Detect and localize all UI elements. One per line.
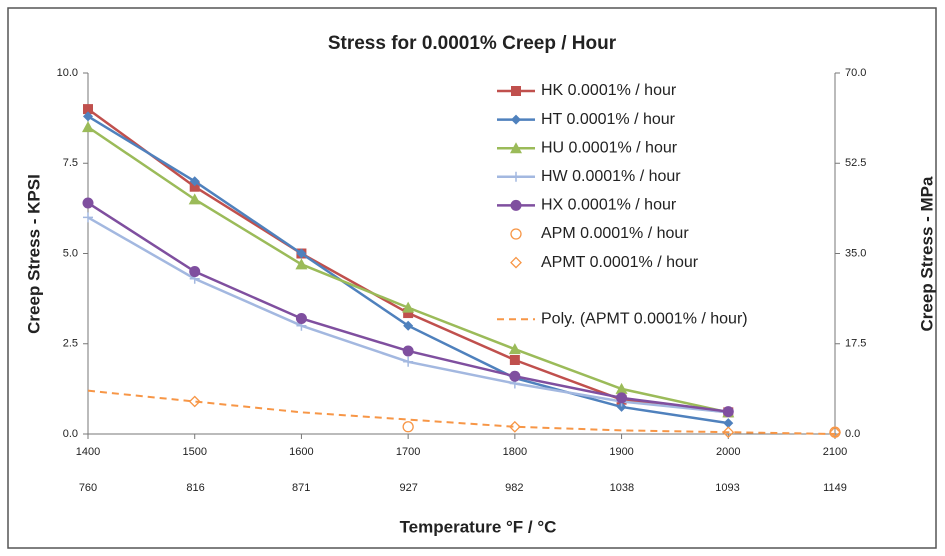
x-tick-label: 1800 [503, 446, 527, 458]
x-tick-label: 1500 [182, 446, 206, 458]
legend-label: HW 0.0001% / hour [541, 168, 681, 185]
marker [403, 320, 414, 331]
marker [83, 104, 93, 115]
x-tick-label: 1400 [76, 446, 100, 458]
x2-tick-label: 1149 [823, 482, 847, 494]
marker [189, 266, 201, 278]
y-tick-label: 7.5 [63, 157, 78, 169]
x-tick-label: 1600 [289, 446, 313, 458]
marker [403, 356, 414, 367]
marker [189, 181, 200, 192]
marker [82, 197, 94, 209]
legend-marker [510, 142, 522, 154]
marker [83, 212, 93, 223]
legend-marker [510, 199, 522, 211]
marker [296, 248, 307, 259]
y-tick-label: 0.0 [63, 428, 78, 440]
x-tick-label: 2100 [823, 446, 847, 458]
x-tick-label: 1900 [609, 446, 633, 458]
legend-label: APMT 0.0001% / hour [541, 254, 699, 271]
marker [82, 121, 94, 133]
marker [615, 382, 628, 394]
y2-axis-title: Creep Stress - MPa [917, 176, 936, 331]
marker [508, 420, 521, 433]
x2-tick-label: 1093 [715, 482, 739, 494]
marker [722, 426, 735, 439]
marker [509, 370, 521, 382]
legend-label: HX 0.0001% / hour [541, 197, 677, 214]
y-tick-label: 2.5 [63, 338, 78, 350]
legend-label: HT 0.0001% / hour [541, 111, 676, 128]
marker [402, 301, 415, 313]
trend-line [87, 389, 836, 435]
x2-tick-label: 871 [292, 482, 310, 494]
legend-marker [511, 86, 521, 96]
x2-tick-label: 760 [79, 482, 97, 494]
x-tick-label: 1700 [396, 446, 420, 458]
marker [188, 395, 201, 408]
chart-border [7, 7, 937, 549]
marker [402, 421, 414, 433]
legend-label: HK 0.0001% / hour [541, 82, 677, 99]
x2-tick-label: 927 [400, 482, 418, 494]
marker [83, 111, 93, 122]
legend-marker [510, 256, 522, 269]
marker [403, 308, 414, 319]
x-tick-label: 2000 [716, 446, 740, 458]
y-tick-label: 10.0 [57, 67, 78, 79]
y2-tick-label: 0.0 [845, 428, 860, 440]
marker [508, 343, 521, 355]
chart-title: Stress for 0.0001% Creep / Hour [328, 33, 617, 54]
legend-marker [511, 114, 521, 125]
legend-label: Poly. (APMT 0.0001% / hour) [541, 310, 748, 327]
y-tick-label: 5.0 [63, 247, 78, 259]
marker [189, 176, 200, 187]
x2-tick-label: 1038 [610, 482, 634, 494]
x2-tick-label: 982 [505, 482, 523, 494]
y2-tick-label: 35.0 [845, 247, 866, 259]
x-axis-title: Temperature °F / °C [400, 517, 557, 536]
y-axis-title: Creep Stress - KPSI [24, 174, 43, 334]
marker [402, 345, 414, 357]
legend-label: APM 0.0001% / hour [541, 225, 689, 242]
legend-marker [510, 228, 522, 240]
marker [295, 312, 307, 324]
marker [509, 354, 520, 365]
x2-tick-label: 816 [186, 482, 204, 494]
y2-tick-label: 52.5 [845, 157, 866, 169]
marker [723, 418, 734, 429]
marker [295, 258, 308, 270]
marker [829, 426, 841, 439]
marker [722, 406, 734, 418]
legend-label: HU 0.0001% / hour [541, 139, 678, 156]
y2-tick-label: 17.5 [845, 338, 866, 350]
marker [616, 401, 627, 412]
legend-marker [511, 171, 521, 182]
marker [616, 392, 628, 404]
y2-tick-label: 70.0 [845, 67, 866, 79]
marker [188, 193, 201, 205]
